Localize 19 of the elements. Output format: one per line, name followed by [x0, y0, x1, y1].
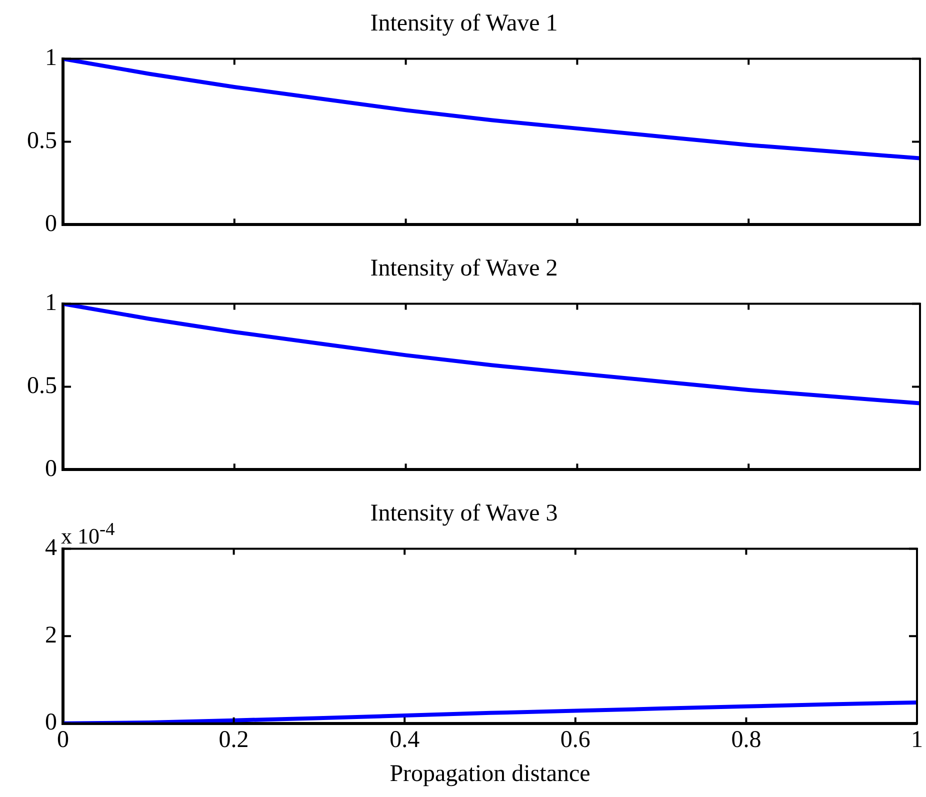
- y-tick-label: 2: [45, 622, 57, 648]
- y-tick-label: 0.5: [27, 372, 57, 399]
- x-tick-label: 1: [911, 727, 923, 754]
- chart-title: Intensity of Wave 2: [370, 256, 558, 282]
- text: x 10$^{-4}$: [61, 518, 115, 550]
- x-tick-label: 0.6: [560, 727, 590, 754]
- y-tick-label: 0: [45, 456, 57, 482]
- chart-title: Intensity of Wave 1: [370, 10, 558, 37]
- x-tick-label: 0.4: [390, 727, 420, 754]
- chart-title: Intensity of Wave 3: [370, 500, 558, 527]
- y-tick-label: 0: [45, 710, 57, 736]
- y-tick-label: 1: [45, 45, 57, 72]
- x-tick-label: 0.8: [731, 727, 762, 754]
- y-tick-label: 0.5: [27, 128, 57, 154]
- y-tick-label: 1: [45, 290, 57, 316]
- x-tick-label: 0.2: [218, 727, 249, 754]
- y-tick-label: 4: [45, 535, 57, 562]
- x-axis-title: Propagation distance: [390, 760, 590, 787]
- y-tick-label: 0: [45, 210, 57, 237]
